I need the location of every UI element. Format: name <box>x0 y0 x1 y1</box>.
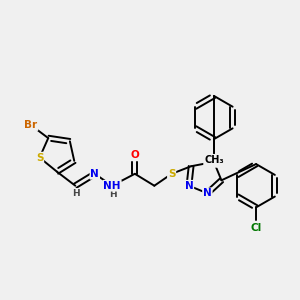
Text: S: S <box>168 169 176 179</box>
Text: N: N <box>184 181 193 191</box>
Text: Br: Br <box>24 120 38 130</box>
Text: Cl: Cl <box>250 223 262 233</box>
Text: H: H <box>110 190 117 199</box>
Text: NH: NH <box>103 181 121 191</box>
Text: N: N <box>209 157 218 167</box>
Text: CH₃: CH₃ <box>204 155 224 165</box>
Text: N: N <box>203 188 212 198</box>
Text: H: H <box>73 189 80 198</box>
Text: N: N <box>90 169 99 179</box>
Text: O: O <box>130 150 139 161</box>
Text: S: S <box>36 153 43 163</box>
